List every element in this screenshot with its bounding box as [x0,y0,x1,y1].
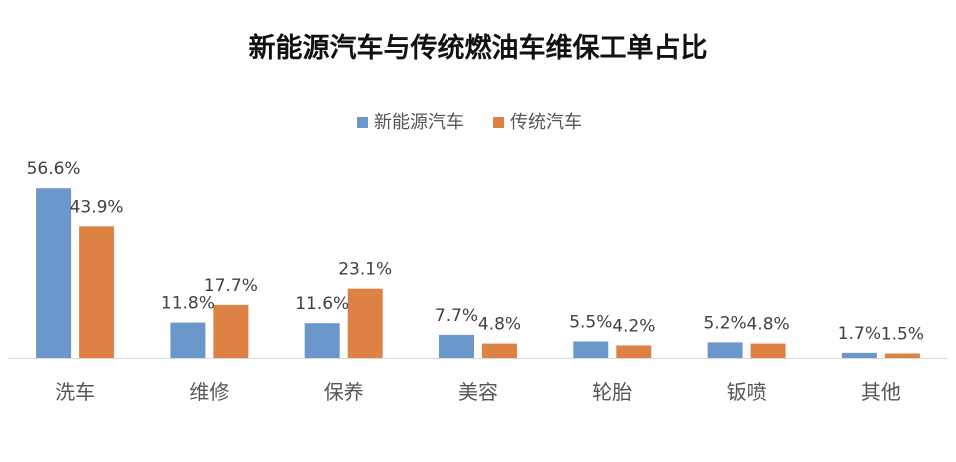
category-label-6: 其他 [861,380,901,404]
value-label-new-energy-6: 1.7% [838,324,881,344]
bars-layer [36,188,920,358]
bar-new-energy-0 [36,188,72,358]
bar-new-energy-3 [439,334,474,358]
bar-traditional-2 [347,288,383,358]
legend-label-new-energy: 新能源汽车 [374,112,464,133]
bar-new-energy-1 [170,322,206,358]
value-label-traditional-0: 43.9% [70,197,124,217]
value-label-traditional-6: 1.5% [881,325,924,345]
value-label-new-energy-5: 5.2% [703,313,746,333]
bar-traditional-4 [616,345,652,358]
bar-new-energy-6 [841,352,877,358]
bar-new-energy-4 [573,341,609,358]
value-label-new-energy-4: 5.5% [569,313,612,333]
category-label-5: 钣喷 [727,380,767,404]
bar-new-energy-2 [304,323,340,358]
legend-swatch-traditional [493,117,504,128]
legend-label-traditional: 传统汽车 [510,112,582,133]
category-labels-layer: 洗车 维修 保养 美容 轮胎 钣喷 其他 [55,380,901,404]
category-label-1: 维修 [189,380,229,404]
bar-new-energy-5 [707,342,743,358]
value-label-traditional-4: 4.2% [612,316,655,336]
legend-swatch-new-energy [357,117,368,128]
value-label-new-energy-1: 11.8% [161,294,215,314]
legend: 新能源汽车 传统汽车 [357,112,582,133]
bar-traditional-0 [79,226,115,358]
bar-traditional-6 [884,353,920,358]
value-label-new-energy-0: 56.6% [27,159,81,179]
value-label-new-energy-3: 7.7% [435,306,478,326]
category-label-2: 保养 [324,380,364,404]
bar-traditional-3 [482,343,517,358]
category-label-0: 洗车 [55,380,95,404]
value-label-traditional-2: 23.1% [338,260,392,280]
category-label-3: 美容 [458,380,498,404]
value-label-new-energy-2: 11.6% [295,294,349,314]
bar-traditional-1 [213,304,249,358]
chart-title: 新能源汽车与传统燃油车维保工单占比 [249,32,708,64]
value-label-traditional-1: 17.7% [204,276,258,296]
bar-traditional-5 [750,343,786,358]
category-label-4: 轮胎 [592,380,632,404]
value-label-traditional-3: 4.8% [478,315,521,335]
value-labels-layer: 56.6%43.9%11.8%17.7%11.6%23.1%7.7% 4.8% 5.… [27,159,924,344]
value-label-traditional-5: 4.8% [746,315,789,335]
